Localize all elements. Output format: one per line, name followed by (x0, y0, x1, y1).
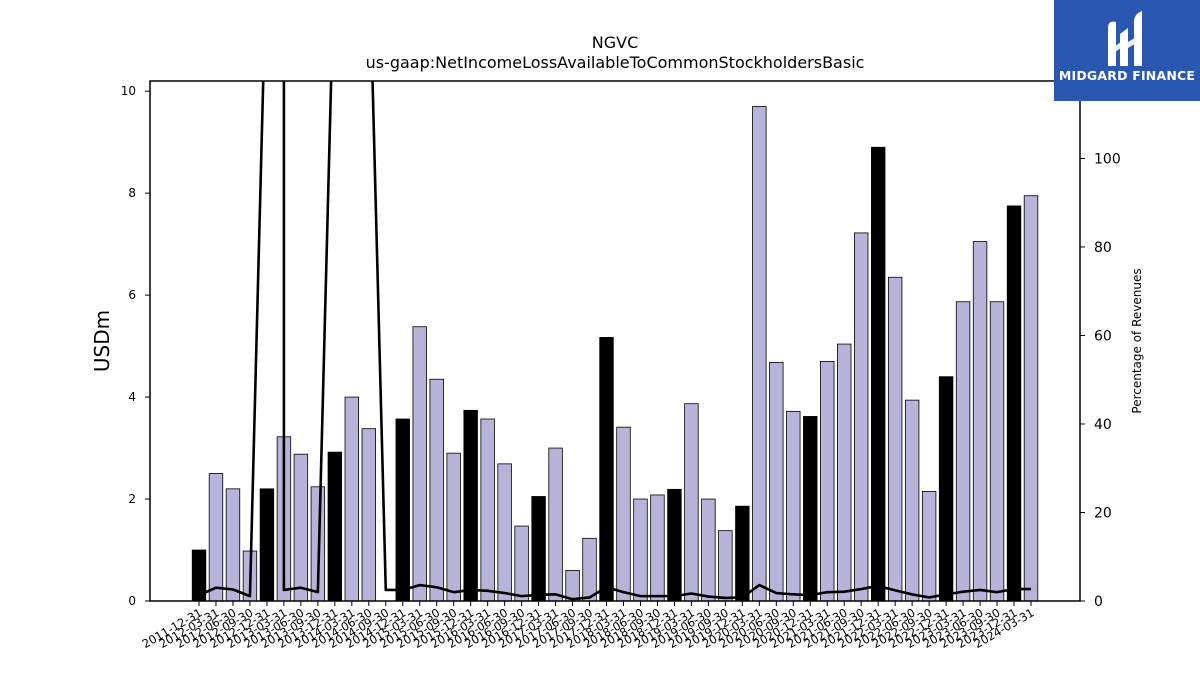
bar-2019-09-30 (718, 530, 733, 602)
bar-2020-09-30 (786, 410, 801, 602)
bar-2023-03-31 (955, 301, 971, 602)
bar-2013-06-30 (293, 453, 309, 602)
y2-tick-label: 100 (1094, 151, 1121, 167)
y-axis-left: 0 2 4 6 8 10 (121, 84, 150, 608)
bar-2022-09-30 (921, 490, 937, 602)
bar-2021-09-30 (854, 232, 869, 602)
bar-2023-09-30 (989, 301, 1005, 602)
bar-2021-12-31 (870, 146, 886, 602)
bar-2020-03-31 (752, 106, 767, 602)
bar-2018-09-30 (650, 494, 665, 602)
pct-of-revenues-line (198, 81, 1031, 601)
y2-tick-label: 80 (1094, 240, 1112, 256)
bar-2021-06-30 (837, 343, 852, 602)
bar-2023-12-31 (1006, 205, 1022, 602)
y-axis-label: USDm (90, 310, 114, 372)
bar-2023-06-30 (972, 241, 988, 602)
bar-2017-06-30 (565, 570, 580, 602)
y-axis-right: 0 20 40 60 80 100 (1080, 151, 1121, 610)
x-axis: 2011-12-312012-03-312012-06-302012-09-30… (140, 601, 1037, 651)
chart-title: NGVC (592, 33, 638, 52)
bar-2018-06-30 (633, 498, 648, 602)
bar-2016-03-31 (480, 418, 495, 602)
plot-frame (149, 80, 1081, 602)
bar-2012-03-31 (208, 473, 224, 602)
bar-2017-12-31 (599, 337, 614, 602)
bar-2014-06-30 (361, 428, 376, 602)
y2-tick-label: 20 (1094, 505, 1112, 521)
bar-2020-12-31 (803, 416, 818, 602)
bar-2021-03-31 (820, 360, 835, 602)
y-tick-label: 10 (121, 84, 136, 98)
y-tick-label: 0 (128, 594, 136, 608)
bar-2017-09-30 (582, 537, 597, 602)
bar-2024-03-31 (1023, 195, 1039, 602)
bar-2022-06-30 (904, 399, 920, 602)
bar-2016-09-30 (514, 525, 529, 602)
bar-2017-03-31 (548, 447, 563, 602)
y2-tick-label: 40 (1094, 417, 1112, 433)
y2-axis-label: Percentage of Revenues (1130, 268, 1144, 413)
bar-2012-12-31 (259, 488, 275, 602)
bar-2015-03-31 (412, 326, 427, 602)
bar-2020-06-30 (769, 362, 784, 602)
bar-2016-06-30 (497, 463, 512, 602)
bar-2019-03-31 (684, 403, 699, 602)
y2-tick-label: 0 (1094, 594, 1103, 610)
y-tick-label: 6 (128, 288, 136, 302)
bar-2018-12-31 (667, 488, 682, 602)
bar-2013-12-31 (327, 451, 343, 602)
pct-line-layer (198, 81, 1031, 601)
bar-2016-12-31 (531, 496, 546, 602)
midgard-logo-icon (1108, 11, 1142, 67)
bar-2015-12-31 (463, 409, 478, 602)
bar-2015-06-30 (429, 378, 444, 602)
brand-logo: MIDGARD FINANCE (1054, 0, 1200, 101)
y-tick-label: 4 (128, 390, 136, 404)
bar-2019-06-30 (701, 498, 716, 602)
bar-2014-12-31 (395, 418, 410, 602)
bar-2012-06-30 (225, 488, 241, 602)
brand-logo-text: MIDGARD FINANCE (1058, 68, 1196, 83)
chart-subtitle: us-gaap:NetIncomeLossAvailableToCommonSt… (366, 53, 865, 72)
y-tick-label: 2 (128, 492, 136, 506)
bar-2018-03-31 (616, 426, 631, 602)
bar-2022-03-31 (887, 276, 903, 602)
bar-2019-12-31 (735, 505, 750, 602)
y-tick-label: 8 (128, 186, 136, 200)
y2-tick-label: 60 (1094, 328, 1112, 344)
bar-2022-12-31 (938, 376, 954, 602)
bar-2015-09-30 (446, 452, 461, 602)
bar-2014-03-31 (344, 396, 359, 602)
